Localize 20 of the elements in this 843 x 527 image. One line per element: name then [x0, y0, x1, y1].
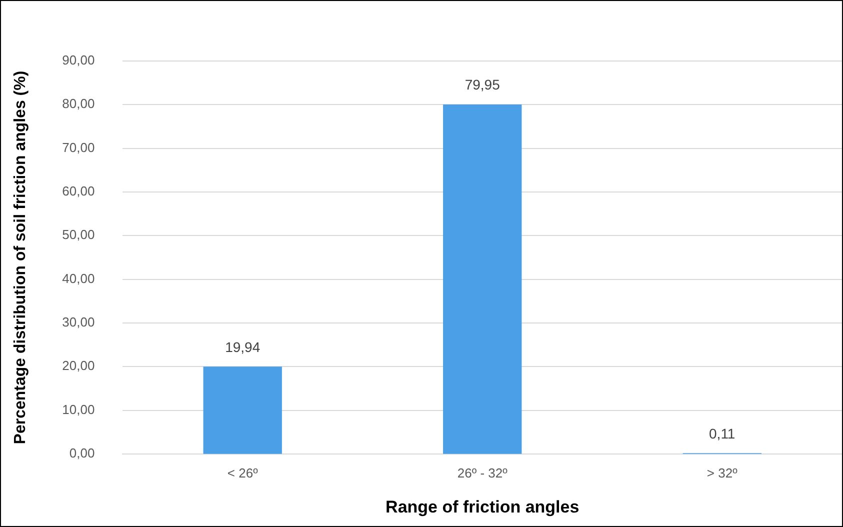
x-axis-title: Range of friction angles [386, 497, 580, 516]
y-tick-label: 60,00 [62, 184, 95, 199]
y-axis-title: Percentage distribution of soil friction angles (%) [12, 70, 30, 444]
y-tick-label: 40,00 [62, 270, 95, 286]
y-tick-label: 10,00 [62, 402, 95, 417]
data-label: 0,11 [709, 425, 736, 442]
y-tick-label: 70,00 [62, 140, 95, 155]
y-tick-label: 20,00 [62, 358, 95, 374]
y-tick-label: 30,00 [62, 314, 95, 330]
x-tick-label: > 32º [706, 465, 738, 480]
bar [203, 366, 282, 454]
x-tick-label: < 26º [227, 465, 258, 480]
data-label: 79,95 [464, 76, 500, 93]
data-label: 19,94 [225, 338, 260, 355]
y-tick-label: 80,00 [62, 96, 95, 112]
x-tick-label: 26º - 32º [457, 465, 508, 480]
y-tick-label: 0,00 [69, 446, 95, 461]
y-tick-label: 50,00 [62, 227, 95, 242]
bar [443, 104, 522, 454]
y-tick-label: 90,00 [62, 52, 95, 68]
